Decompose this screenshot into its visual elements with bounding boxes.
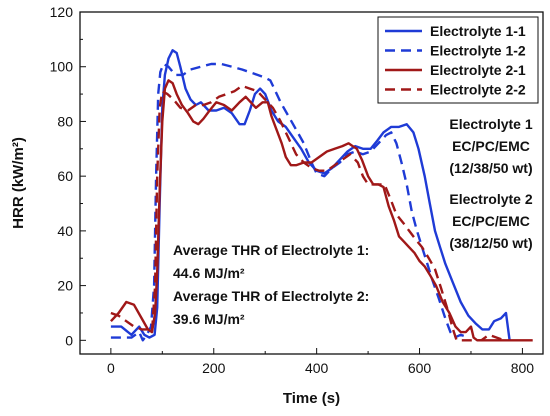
ticks-layer: 0 200 400 600 800 0 20 40 60 80 100 120: [50, 4, 535, 376]
x-tick-label: 400: [305, 360, 329, 376]
legend: Electrolyte 1-1 Electrolyte 1-2 Electrolyt…: [377, 16, 539, 104]
electrolyte2-title: Electrolyte 2: [449, 191, 532, 207]
x-tick-label: 800: [511, 360, 535, 376]
electrolyte1-composition: EC/PC/EMC: [452, 138, 530, 154]
electrolyte1-title: Electrolyte 1: [449, 116, 532, 132]
series-layer: [110, 49, 533, 342]
y-tick-label: 0: [65, 332, 73, 348]
thr1-value: 44.6 MJ/m²: [173, 265, 245, 281]
y-tick-label: 120: [50, 4, 74, 20]
y-tick-label: 60: [57, 168, 73, 184]
y-tick-label: 20: [57, 278, 73, 294]
legend-label: Electrolyte 2-2: [430, 82, 526, 98]
electrolyte2-composition: EC/PC/EMC: [452, 213, 530, 229]
series-line-electrolyte-2-2: [110, 84, 505, 342]
series-line-electrolyte-1-1: [110, 49, 511, 341]
thr2-label: Average THR of Electrolyte 2:: [173, 288, 369, 304]
x-axis-title: Time (s): [283, 390, 340, 407]
x-tick-label: 200: [202, 360, 226, 376]
y-tick-label: 80: [57, 113, 73, 129]
legend-label: Electrolyte 1-2: [430, 43, 526, 59]
legend-label: Electrolyte 2-1: [430, 62, 526, 78]
electrolyte1-ratio: (12/38/50 wt): [449, 160, 532, 176]
y-tick-label: 40: [57, 223, 73, 239]
thr1-label: Average THR of Electrolyte 1:: [173, 242, 369, 258]
y-axis-title: HRR (kW/m²): [10, 137, 27, 229]
series-line-electrolyte-2-1: [110, 79, 533, 342]
series-line-electrolyte-1-2: [110, 62, 469, 342]
legend-items: Electrolyte 1-1 Electrolyte 1-2 Electrolyt…: [385, 23, 526, 98]
plot-frame: [79, 11, 544, 355]
electrolyte2-ratio: (38/12/50 wt): [449, 235, 532, 251]
y-tick-label: 100: [50, 59, 74, 75]
legend-label: Electrolyte 1-1: [430, 23, 526, 39]
x-tick-label: 0: [107, 360, 115, 376]
annotations: Electrolyte 1 EC/PC/EMC (12/38/50 wt) El…: [173, 116, 533, 327]
x-tick-label: 600: [408, 360, 432, 376]
thr2-value: 39.6 MJ/m²: [173, 311, 245, 327]
